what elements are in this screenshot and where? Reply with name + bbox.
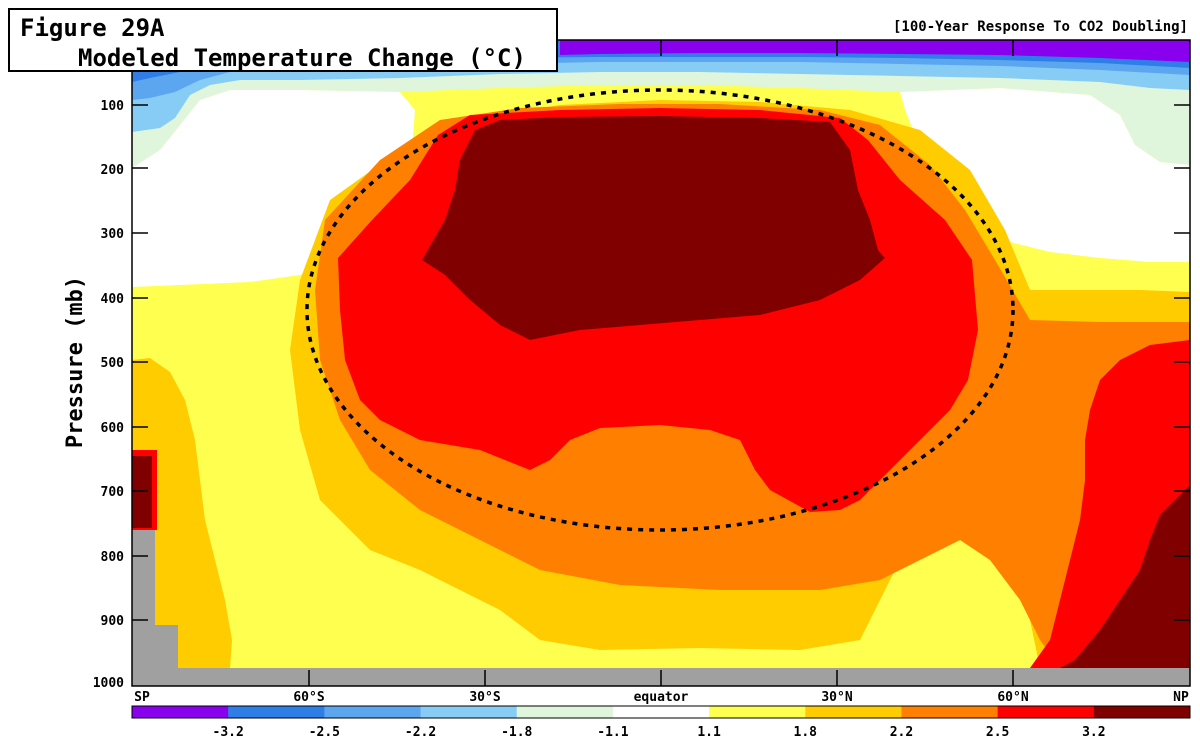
contour-warm-darkred-right [1060,485,1190,668]
x-tick-label: 60°N [997,690,1028,705]
colorbar-swatch [805,706,902,718]
annotation-dotted-ellipse [305,88,1015,532]
colorbar-label: -1.1 [597,725,628,740]
colorbar-label: 1.1 [697,725,721,740]
colorbar-swatch [612,706,710,718]
x-tick-label: 30°S [469,690,500,705]
colorbar-label: 2.2 [890,725,913,740]
colorbar-labels: -3.2 -2.5 -2.2 -1.8 -1.1 1.1 1.8 2.2 2.5 3.2 [213,725,1106,740]
contour-warm-darkred [422,116,885,340]
colorbar-label: -3.2 [213,725,244,740]
y-tick-label: 100 [101,99,125,114]
y-tick-label: 900 [101,614,125,629]
y-tick-label: 700 [101,485,125,500]
contour-warm-orange-left [132,358,232,668]
colorbar-label: 1.8 [794,725,818,740]
y-tick-label: 500 [101,356,125,371]
colorbar-swatch [132,706,229,718]
y-tick-label: 400 [101,292,125,307]
title-box: Figure 29A Modeled Temperature Change (°… [8,8,558,72]
y-tick-labels: 100 200 300 400 500 600 700 800 900 1000 [93,99,124,691]
colorbar [131,705,1191,719]
y-axis-label: Pressure (mb) [63,276,88,448]
colorbar-swatch [420,706,518,718]
x-tick-label: SP [134,690,150,705]
contour-warm-darkred-left [132,456,152,528]
figure-label: Figure 29A [20,14,165,42]
y-tick-label: 1000 [93,676,124,691]
colorbar-swatch [997,706,1095,718]
colorbar-label: -2.2 [405,725,436,740]
x-tick-label: 30°N [821,690,852,705]
topography-gray [132,530,1190,686]
colorbar-swatch [324,706,422,718]
colorbar-swatch [709,706,806,718]
chart-subtitle: [100-Year Response To CO2 Doubling] [892,19,1188,35]
y-tick-label: 300 [101,227,125,242]
y-tick-label: 600 [101,421,125,436]
colorbar-swatch [228,706,325,718]
x-tick-label: equator [634,690,689,705]
chart-title: Modeled Temperature Change (°C) [78,44,526,72]
x-tick-labels: SP 60°S 30°S equator 30°N 60°N NP [134,690,1189,705]
colorbar-label: 2.5 [986,725,1009,740]
colorbar-border [131,705,1191,719]
y-tick-label: 800 [101,550,125,565]
y-tick-label: 200 [101,163,125,178]
x-tick-label: 60°S [293,690,324,705]
colorbar-label: 3.2 [1082,725,1105,740]
contour-cool-purple [560,40,1190,62]
colorbar-swatch [901,706,999,718]
colorbar-swatch [1093,706,1191,718]
contour-neutral-white-right [900,88,1190,262]
colorbar-label: -2.5 [309,725,340,740]
colorbar-label: -1.8 [501,725,532,740]
y-axis [132,104,1190,621]
x-tick-label: NP [1173,690,1189,705]
colorbar-swatch [516,706,614,718]
